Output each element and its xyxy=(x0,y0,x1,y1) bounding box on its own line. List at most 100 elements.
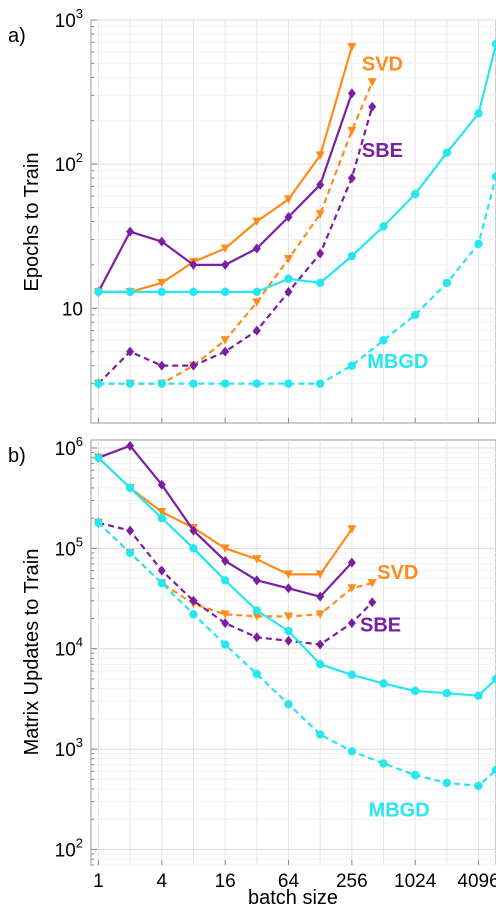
data-point xyxy=(252,217,262,226)
data-point xyxy=(368,597,377,608)
data-point xyxy=(94,379,103,388)
data-point xyxy=(220,336,230,345)
x-tick-label: 16 xyxy=(215,871,236,892)
data-point xyxy=(410,770,420,780)
data-point xyxy=(367,78,377,87)
data-point xyxy=(252,298,262,307)
annotation-svd: SVD xyxy=(377,562,418,584)
annotation-svd: SVD xyxy=(362,53,403,75)
data-point xyxy=(491,765,496,775)
data-point xyxy=(347,126,357,136)
annotation-mbgd: MBGD xyxy=(367,351,428,373)
data-point xyxy=(347,173,356,184)
data-point xyxy=(126,226,135,237)
data-point xyxy=(283,254,293,264)
data-point xyxy=(189,525,198,536)
data-point xyxy=(284,583,293,594)
annotations-b: SVD SBE MBGD xyxy=(360,562,430,821)
data-point xyxy=(410,686,420,696)
data-point xyxy=(221,346,230,357)
y-tick-labels-b: 102 103 104 105 106 xyxy=(55,434,83,862)
data-point xyxy=(220,379,230,388)
data-point xyxy=(284,379,293,388)
data-point xyxy=(315,730,325,739)
data-point xyxy=(315,210,325,219)
data-point xyxy=(221,618,230,629)
data-point xyxy=(126,346,135,357)
data-point xyxy=(157,578,166,588)
data-point xyxy=(220,244,230,253)
data-point xyxy=(220,544,230,553)
data-point xyxy=(189,610,198,619)
data-point xyxy=(347,525,357,534)
data-point xyxy=(474,691,483,700)
data-point xyxy=(315,660,325,669)
data-point xyxy=(284,626,293,636)
data-point xyxy=(252,325,261,336)
y-tick-label: 104 xyxy=(55,635,83,661)
data-point xyxy=(252,379,262,388)
data-point xyxy=(189,360,198,371)
data-point xyxy=(220,287,230,297)
data-point xyxy=(347,747,357,756)
x-tick-label: 4 xyxy=(156,871,167,892)
y-tick-labels-a: 10 102 103 xyxy=(55,6,83,320)
data-point xyxy=(347,42,357,52)
data-point xyxy=(284,699,293,709)
data-point xyxy=(442,148,452,157)
data-point xyxy=(442,689,452,698)
data-point xyxy=(284,286,293,297)
data-point xyxy=(157,287,166,297)
data-point xyxy=(283,612,293,621)
data-point xyxy=(157,513,166,523)
data-point xyxy=(252,606,262,615)
data-point xyxy=(347,557,356,568)
data-point xyxy=(316,179,325,190)
data-point xyxy=(379,222,388,231)
series-sbe-dashed xyxy=(94,101,377,389)
data-point xyxy=(189,259,198,270)
series-line xyxy=(97,521,496,787)
data-point xyxy=(125,287,135,297)
x-tick-label: 1024 xyxy=(394,871,437,892)
series-line xyxy=(97,456,496,697)
data-point xyxy=(283,570,293,579)
series-b xyxy=(93,440,496,791)
data-point xyxy=(157,236,166,247)
data-point xyxy=(315,379,325,388)
data-point xyxy=(189,544,198,553)
data-point xyxy=(315,570,325,579)
data-point xyxy=(442,778,452,788)
data-point xyxy=(189,595,198,606)
y-tick-label: 103 xyxy=(55,735,83,761)
data-point xyxy=(252,287,262,297)
data-point xyxy=(221,555,230,566)
annotation-mbgd: MBGD xyxy=(369,800,430,822)
data-point xyxy=(157,479,166,490)
y-tick-label: 102 xyxy=(55,150,83,176)
data-point xyxy=(189,379,198,388)
data-point xyxy=(252,632,261,643)
data-point xyxy=(316,591,325,602)
ylabel-a: Epochs to Train xyxy=(21,153,43,292)
data-point xyxy=(474,781,483,791)
series-line xyxy=(98,176,496,385)
data-point xyxy=(316,248,325,259)
data-point xyxy=(367,579,377,588)
y-tick-label: 105 xyxy=(55,534,83,560)
series-mbgd-dashed xyxy=(94,172,496,388)
x-tick-label: 256 xyxy=(336,871,368,892)
panel-b: 102 103 104 105 106 SVD SBE MBGD b) Matrix Upd… xyxy=(8,434,496,866)
data-point xyxy=(491,172,496,181)
data-point xyxy=(221,259,230,270)
data-point xyxy=(347,618,356,629)
y-tick-label: 103 xyxy=(55,6,83,32)
data-point xyxy=(157,360,166,371)
annotations-a: SVD SBE MBGD xyxy=(362,53,428,373)
panel-label-b: b) xyxy=(8,445,26,467)
series-sbe-dashed xyxy=(94,517,377,650)
grid-a xyxy=(91,19,496,423)
y-tick-label: 102 xyxy=(55,835,83,861)
data-point xyxy=(347,670,357,679)
data-point xyxy=(379,759,388,768)
